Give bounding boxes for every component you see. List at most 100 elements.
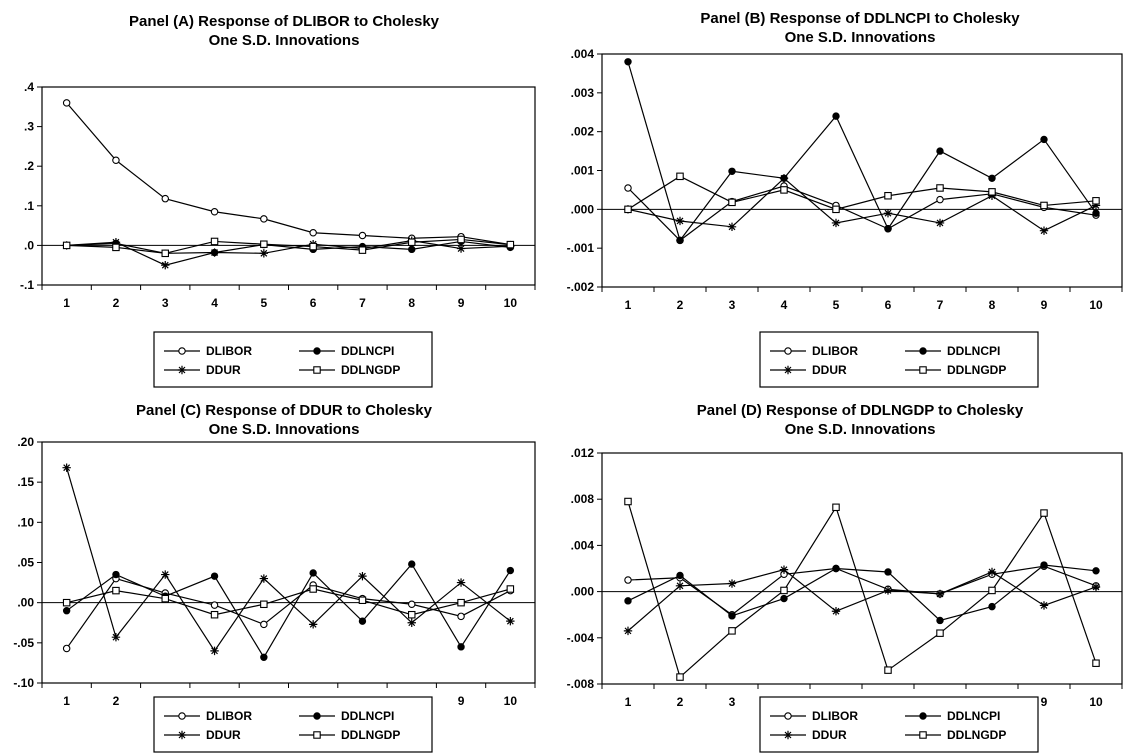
series-line	[627, 501, 1097, 679]
legend-item-dlibor: DLIBOR	[770, 344, 858, 358]
legend-label: DLIBOR	[812, 709, 858, 723]
x-tick-label: 5	[833, 298, 840, 312]
data-point	[457, 643, 465, 651]
legend-box	[153, 696, 433, 753]
data-point	[111, 633, 121, 642]
series-ddlncpi	[624, 58, 1100, 245]
data-point	[728, 167, 736, 175]
data-point	[457, 612, 465, 621]
series-line	[66, 588, 511, 616]
data-point	[935, 589, 945, 599]
legend-label: DDLNGDP	[947, 363, 1006, 377]
data-point	[210, 248, 219, 257]
x-tick-label: 2	[113, 296, 120, 310]
y-tick-label: .004	[571, 47, 595, 61]
data-point	[456, 578, 466, 587]
data-point	[259, 574, 269, 583]
data-point	[260, 620, 268, 629]
legend-marker	[313, 347, 321, 355]
data-point	[676, 673, 684, 681]
legend-label: DDLNGDP	[341, 363, 400, 377]
data-point	[779, 565, 789, 574]
data-point	[506, 566, 515, 575]
data-point	[161, 570, 170, 579]
series-line	[627, 568, 1097, 632]
data-point	[728, 612, 736, 620]
legend-marker	[919, 712, 927, 720]
data-point	[884, 225, 892, 233]
panel-title-line-1: Panel (D) Response of DDLNGDP to Cholesk…	[697, 402, 1024, 419]
data-point	[408, 245, 416, 254]
y-tick-label: .004	[571, 538, 595, 552]
data-point	[936, 195, 944, 204]
y-tick-label: .003	[571, 86, 595, 100]
x-tick-label: 2	[677, 298, 684, 312]
x-tick-label: 7	[359, 296, 366, 310]
data-point	[62, 463, 71, 472]
y-tick-label: -.10	[13, 676, 34, 690]
panel-title-line-1: Panel (A) Response of DLIBOR to Cholesky	[129, 13, 440, 30]
series-ddur	[623, 565, 1101, 636]
y-tick-label: .000	[571, 202, 595, 216]
data-point	[358, 231, 367, 240]
data-point	[624, 576, 632, 584]
y-tick-label: .4	[24, 80, 34, 94]
x-tick-label: 2	[113, 694, 120, 708]
series-line	[66, 102, 511, 246]
data-point	[884, 568, 892, 576]
data-point	[210, 572, 219, 580]
data-point	[1092, 209, 1100, 217]
legend-marker	[178, 347, 186, 355]
data-point	[506, 240, 515, 249]
x-tick-label: 4	[211, 296, 218, 310]
data-point	[161, 194, 170, 203]
data-point	[112, 570, 120, 579]
series-ddlncpi	[62, 237, 515, 258]
y-tick-label: .012	[571, 446, 595, 460]
series-ddlncpi	[624, 561, 1100, 625]
panel-b: Panel (B) Response of DDLNCPI to Cholesk…	[567, 10, 1123, 388]
panel-a: Panel (A) Response of DLIBOR to Cholesky…	[20, 13, 536, 388]
series-dlibor	[62, 99, 515, 249]
legend-item-ddur: DDUR	[164, 363, 241, 377]
data-point	[988, 602, 996, 611]
data-point	[832, 564, 840, 573]
legend: DLIBOR DDLNCPI DDUR DDLNGDP	[759, 331, 1039, 388]
data-point	[308, 620, 318, 629]
data-point	[623, 626, 633, 636]
data-point	[112, 243, 120, 252]
x-tick-label: 9	[1041, 695, 1048, 709]
series-line	[66, 577, 511, 649]
data-point	[780, 594, 788, 603]
data-point	[988, 586, 996, 595]
data-point	[1039, 226, 1049, 235]
data-point	[1039, 601, 1049, 610]
data-point	[675, 216, 685, 226]
data-point	[210, 610, 219, 619]
series-dlibor	[62, 574, 515, 653]
x-tick-label: 1	[625, 298, 632, 312]
data-point	[831, 218, 841, 228]
data-point	[624, 184, 632, 192]
y-tick-label: -.004	[567, 631, 595, 645]
data-point	[728, 627, 736, 635]
x-tick-label: 9	[458, 296, 465, 310]
data-point	[987, 191, 997, 200]
series-line	[627, 564, 1097, 622]
series-line	[627, 185, 1097, 242]
data-point	[779, 174, 789, 183]
y-tick-label: .00	[17, 596, 34, 610]
data-point	[161, 261, 170, 270]
data-point	[676, 236, 684, 245]
legend-box	[759, 696, 1039, 753]
legend: DLIBOR DDLNCPI DDUR DDLNGDP	[759, 696, 1039, 753]
data-point	[936, 629, 944, 637]
y-tick-label: .002	[571, 125, 595, 139]
series-ddlngdp	[62, 235, 515, 258]
legend-item-ddlngdp: DDLNGDP	[299, 728, 400, 742]
data-point	[358, 246, 367, 254]
data-point	[624, 497, 632, 506]
legend-item-ddlngdp: DDLNGDP	[299, 363, 400, 377]
y-tick-label: .000	[571, 585, 595, 599]
data-point	[832, 112, 840, 120]
